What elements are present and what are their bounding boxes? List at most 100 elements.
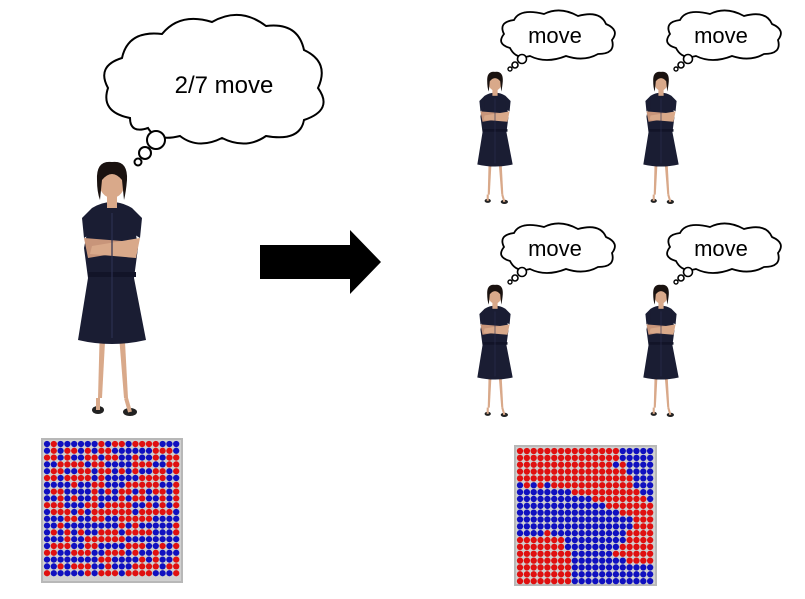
grid-dot bbox=[166, 481, 173, 488]
grid-dot bbox=[50, 549, 57, 556]
grid-dot bbox=[530, 523, 537, 530]
grid-dot bbox=[139, 468, 146, 475]
grid-dot bbox=[626, 454, 633, 462]
grid-dot bbox=[152, 556, 159, 563]
grid-dot bbox=[91, 508, 98, 516]
grid-dot bbox=[640, 488, 647, 496]
grid-dot bbox=[91, 481, 98, 488]
grid-dot bbox=[152, 570, 159, 577]
grid-dot bbox=[530, 482, 537, 489]
grid-dot bbox=[599, 482, 606, 489]
grid-dot bbox=[159, 474, 166, 482]
grid-dot bbox=[544, 482, 551, 489]
grid-dot bbox=[585, 543, 592, 551]
grid-dot bbox=[77, 481, 85, 488]
grid-dot bbox=[50, 495, 57, 502]
grid-dot bbox=[640, 550, 647, 557]
grid-dot bbox=[57, 474, 64, 482]
grid-dot bbox=[139, 495, 146, 502]
grid-dot bbox=[571, 557, 578, 564]
grid-dot bbox=[166, 570, 173, 577]
grid-dot bbox=[132, 440, 139, 448]
grid-dot bbox=[43, 488, 51, 495]
grid-dot bbox=[544, 495, 551, 503]
grid-dot bbox=[91, 542, 98, 550]
grid-dot bbox=[105, 488, 112, 495]
grid-dot bbox=[571, 461, 578, 468]
grid-dot bbox=[71, 502, 78, 509]
grid-dot bbox=[619, 550, 626, 557]
grid-dot bbox=[64, 508, 71, 516]
grid-dot bbox=[633, 543, 640, 551]
grid-dot bbox=[118, 556, 125, 563]
grid-dot bbox=[173, 454, 180, 461]
grid-dot bbox=[139, 536, 146, 543]
grid-dot bbox=[57, 549, 64, 556]
grid-dot bbox=[646, 454, 654, 462]
grid-dot bbox=[98, 556, 105, 563]
grid-dot bbox=[564, 488, 572, 496]
grid-dot bbox=[585, 564, 592, 571]
grid-dot bbox=[132, 542, 139, 550]
grid-dot bbox=[98, 488, 105, 495]
grid-dot bbox=[523, 461, 531, 468]
grid-dot bbox=[166, 447, 173, 454]
grid-dot bbox=[50, 447, 57, 454]
grid-dot bbox=[84, 556, 91, 563]
grid-dot bbox=[105, 542, 112, 550]
grid-dot bbox=[605, 509, 613, 516]
grid-dot bbox=[523, 530, 531, 537]
grid-dot bbox=[640, 454, 647, 462]
grid-dot bbox=[612, 571, 620, 578]
grid-dot bbox=[599, 536, 606, 544]
grid-dot bbox=[145, 447, 153, 454]
grid-dot bbox=[612, 543, 620, 551]
grid-dot bbox=[111, 508, 119, 516]
grid-dot bbox=[118, 522, 125, 529]
grid-dot bbox=[523, 577, 531, 585]
grid-dot bbox=[619, 509, 626, 516]
grid-dot bbox=[592, 536, 599, 544]
grid-dot bbox=[152, 542, 159, 550]
grid-dot bbox=[626, 543, 633, 551]
grid-dot bbox=[516, 557, 524, 564]
grid-dot bbox=[152, 454, 159, 461]
grid-dot bbox=[84, 529, 91, 536]
grid-dot bbox=[523, 516, 531, 523]
grid-dot bbox=[626, 461, 633, 468]
grid-dot bbox=[105, 454, 112, 461]
grid-dot bbox=[152, 536, 159, 543]
grid-dot bbox=[640, 502, 647, 509]
grid-dot bbox=[145, 536, 153, 543]
grid-dot bbox=[557, 530, 565, 537]
grid-dot bbox=[516, 543, 524, 551]
grid-dot bbox=[125, 522, 132, 529]
grid-dot bbox=[640, 447, 647, 455]
grid-dot bbox=[50, 570, 57, 577]
grid-dot bbox=[64, 515, 71, 522]
grid-dot bbox=[84, 549, 91, 556]
grid-dot bbox=[105, 556, 112, 563]
grid-dot bbox=[537, 571, 544, 578]
grid-dot bbox=[50, 522, 57, 529]
grid-dot bbox=[592, 571, 599, 578]
grid-dot bbox=[605, 543, 613, 551]
grid-dot bbox=[125, 488, 132, 495]
grid-dot bbox=[166, 502, 173, 509]
grid-dot bbox=[557, 475, 565, 482]
grid-dot bbox=[57, 502, 64, 509]
grid-dot bbox=[139, 502, 146, 509]
grid-dot bbox=[105, 474, 112, 482]
grid-dot bbox=[530, 495, 537, 503]
grid-dot bbox=[551, 571, 558, 578]
grid-dot bbox=[118, 515, 125, 522]
grid-dot bbox=[64, 474, 71, 482]
grid-dot bbox=[139, 508, 146, 516]
grid-dot bbox=[544, 454, 551, 462]
grid-dot bbox=[578, 488, 585, 496]
grid-dot bbox=[71, 529, 78, 536]
grid-dot bbox=[578, 523, 585, 530]
grid-dot bbox=[43, 570, 51, 577]
grid-dot bbox=[64, 454, 71, 461]
grid-dot bbox=[516, 516, 524, 523]
